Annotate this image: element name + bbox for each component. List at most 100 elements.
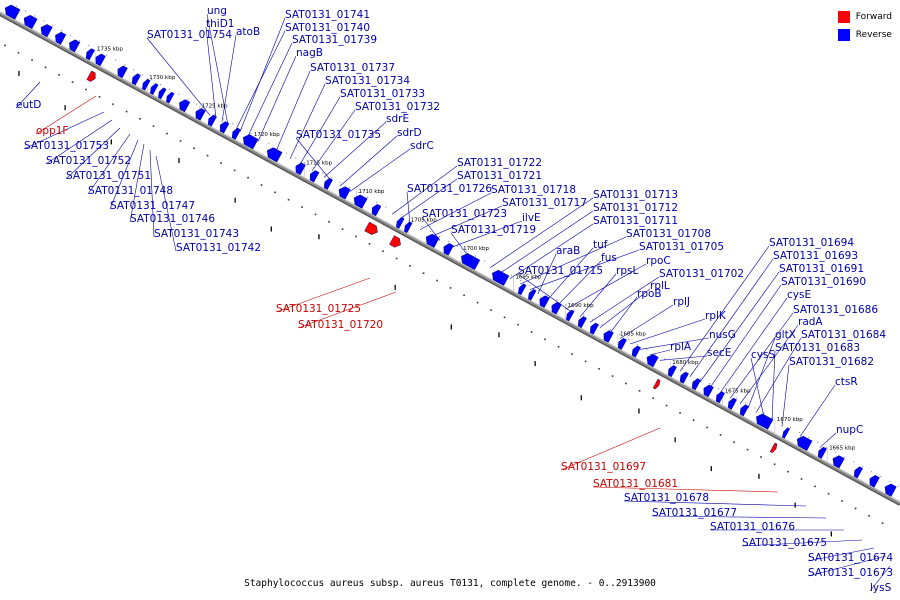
tick-label: 1680 kbp bbox=[672, 360, 698, 366]
gene-SAT0131_01743-leader bbox=[149, 149, 155, 238]
tick-label: 1690 kbp bbox=[568, 303, 594, 309]
reverse-gene-42 bbox=[646, 354, 659, 368]
gene-SAT0131_01708-label: SAT0131_01708 bbox=[626, 228, 711, 240]
guide-dot-faint bbox=[106, 54, 108, 56]
reverse-gene-23-arrow bbox=[338, 186, 351, 200]
guide-dot bbox=[706, 426, 708, 429]
gene-nupC-leader bbox=[819, 432, 837, 448]
gene-opp1F-label: opp1F bbox=[36, 125, 68, 137]
reverse-gene-33 bbox=[528, 289, 537, 301]
gene-rpoB-label: rpoB bbox=[637, 288, 662, 300]
guide-dot bbox=[800, 478, 803, 480]
gene-SAT0131_01723-label: SAT0131_01723 bbox=[422, 208, 507, 220]
forward-gene-oppl bbox=[86, 70, 96, 82]
gene-SAT0131_01684-label: SAT0131_01684 bbox=[801, 329, 886, 341]
gene-SAT0131_01711-leader bbox=[509, 223, 594, 279]
reverse-gene-22-arrow bbox=[323, 177, 333, 190]
gene-SAT0131_01732-label: SAT0131_01732 bbox=[355, 101, 440, 113]
gene-nagB-leader bbox=[257, 55, 297, 142]
reverse-gene-15 bbox=[207, 114, 217, 127]
gene-SAT0131_01697-label: SAT0131_01697 bbox=[561, 461, 646, 473]
reverse-gene-57 bbox=[884, 483, 897, 497]
guide-dot-faint bbox=[178, 93, 180, 95]
guide-dot-faint bbox=[61, 30, 63, 32]
gene-sdrC-leader bbox=[349, 148, 411, 192]
reverse-gene-44 bbox=[679, 371, 689, 384]
guide-dot-faint bbox=[286, 152, 288, 154]
gene-SAT0131_01677-label: SAT0131_01677 bbox=[652, 507, 737, 519]
gene-SAT0131_01751-leader bbox=[65, 127, 121, 180]
guide-dot bbox=[598, 367, 600, 370]
guide-dot-faint bbox=[484, 260, 486, 262]
gene-cysE-leader bbox=[719, 297, 788, 394]
reverse-gene-17-arrow bbox=[231, 127, 241, 140]
guide-dot bbox=[274, 191, 276, 194]
reverse-gene-39 bbox=[603, 330, 614, 343]
forward-swatch bbox=[837, 11, 850, 23]
gene-rplA-label: rplA bbox=[670, 341, 692, 353]
gene-SAT0131_01722-leader bbox=[391, 165, 458, 215]
gene-rpsL-label: rpsL bbox=[616, 265, 638, 277]
reverse-gene-52 bbox=[796, 435, 813, 451]
reverse-gene-33-arrow bbox=[528, 289, 537, 301]
guide-dot-faint bbox=[313, 167, 315, 169]
guide-dot-faint bbox=[682, 368, 684, 370]
reverse-gene-45-arrow bbox=[691, 378, 701, 391]
gene-SAT0131_01739-leader bbox=[247, 42, 293, 137]
gene-sdrD-leader bbox=[339, 135, 398, 187]
gene-SAT0131_01734-leader bbox=[289, 83, 326, 160]
gene-fus-leader bbox=[557, 260, 602, 306]
gene-SAT0131_01754-label: SAT0131_01754 bbox=[147, 29, 232, 41]
gene-SAT0131_01739-label: SAT0131_01739 bbox=[292, 34, 377, 46]
guide-dot-faint bbox=[277, 147, 279, 149]
gene-SAT0131_01682-label: SAT0131_01682 bbox=[789, 356, 874, 368]
guide-dot-faint bbox=[637, 343, 639, 345]
guide-dot-faint bbox=[196, 103, 198, 105]
guide-dot bbox=[166, 132, 168, 135]
reverse-gene-40-arrow bbox=[617, 337, 627, 350]
reverse-gene-28 bbox=[425, 233, 440, 248]
gene-SAT0131_01702-label: SAT0131_01702 bbox=[659, 268, 744, 280]
guide-dot-faint bbox=[808, 436, 810, 438]
reverse-gene-56-arrow bbox=[869, 475, 880, 488]
guide-dot-faint bbox=[592, 319, 594, 321]
gene-SAT0131_01726-label: SAT0131_01726 bbox=[407, 183, 492, 195]
reverse-gene-50-arrow bbox=[756, 413, 774, 430]
legend: Forward Reverse bbox=[837, 8, 892, 44]
guide-dot-faint bbox=[520, 280, 522, 282]
gene-SAT0131_01735-label: SAT0131_01735 bbox=[296, 129, 381, 141]
gene-cysE-label: cysE bbox=[787, 289, 811, 301]
guide-dot-faint bbox=[556, 299, 558, 301]
gene-secE-label: secE bbox=[707, 347, 731, 359]
gene-secE-leader bbox=[659, 355, 708, 361]
guide-dot-faint bbox=[169, 88, 171, 90]
label-leader-lines bbox=[15, 13, 891, 592]
guide-dot bbox=[719, 434, 722, 436]
guide-dot-faint bbox=[493, 265, 495, 267]
gene-ctsR-leader bbox=[799, 384, 836, 437]
tick-label: 1670 kbp bbox=[777, 417, 803, 423]
gene-SAT0131_01747-label: SAT0131_01747 bbox=[110, 200, 195, 212]
gene-SAT0131_01726-leader bbox=[406, 191, 411, 225]
gene-SAT0131_01721-label: SAT0131_01721 bbox=[457, 170, 542, 182]
gene-SAT0131_01720-label: SAT0131_01720 bbox=[298, 319, 383, 331]
gene-SAT0131_01718-leader bbox=[419, 192, 492, 230]
tick-label: 1665 kbp bbox=[829, 445, 855, 451]
guide-dot bbox=[841, 500, 843, 502]
guide-dot-faint bbox=[655, 353, 657, 355]
forward-gene-01697 bbox=[652, 378, 661, 390]
guide-dot bbox=[530, 331, 533, 333]
gene-lysS-leader bbox=[869, 565, 891, 592]
gene-nagB-label: nagB bbox=[296, 47, 323, 59]
reverse-gene-47 bbox=[715, 391, 725, 404]
gene-SAT0131_01717-label: SAT0131_01717 bbox=[502, 197, 587, 209]
guide-dot-faint bbox=[160, 84, 162, 86]
reverse-gene-31-arrow bbox=[492, 269, 510, 286]
guide-dot-faint bbox=[700, 378, 702, 380]
gene-SAT0131_01752-leader bbox=[45, 119, 113, 165]
guide-dot bbox=[328, 220, 330, 223]
reverse-gene-4 bbox=[69, 39, 81, 53]
guide-dot-faint bbox=[862, 466, 864, 468]
guide-dot bbox=[44, 66, 47, 69]
